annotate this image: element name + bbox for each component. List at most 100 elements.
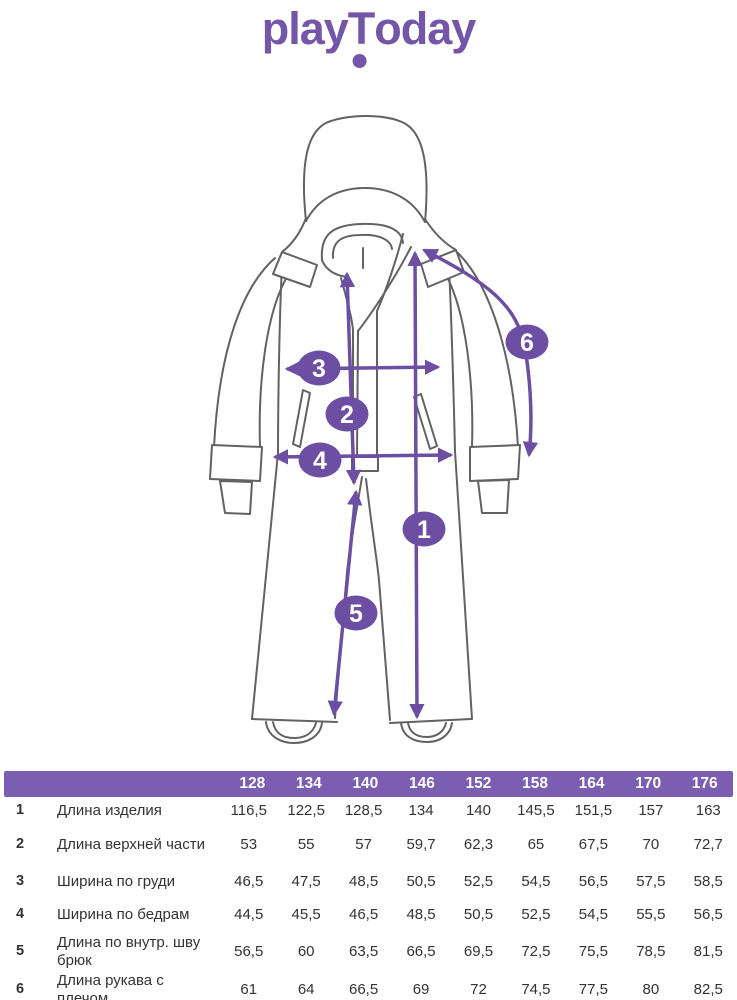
hood-opening: [305, 187, 426, 223]
collar-bottom: [321, 259, 349, 278]
garment-outline: [209, 115, 521, 744]
right-inner-leg: [365, 478, 391, 721]
callout-4-circle: [298, 442, 342, 478]
size-value-cell: 47,5: [291, 873, 321, 890]
logo-dot-icon: [352, 54, 367, 68]
size-value-cell: 66,5: [349, 981, 379, 998]
size-value-cell: 64: [297, 981, 315, 998]
size-value-cell: 56,5: [693, 905, 723, 923]
row-label: Длина верхней части: [57, 836, 205, 853]
size-value-cell: 55: [297, 836, 315, 853]
size-value-cell: 122,5: [287, 801, 325, 819]
row-number: 5: [15, 942, 25, 959]
table-row: 1 Длина изделия 116,5 122,5 128,5 134 140 145,5…: [0, 797, 737, 824]
row-number: 4: [15, 905, 25, 922]
size-value-cell: 151,5: [574, 801, 613, 819]
size-value-cell: 140: [465, 801, 491, 819]
placket-bottom: [351, 456, 379, 472]
measurement-callouts: 1 2 3 4 5 6: [297, 324, 549, 631]
garment-diagram: 1 2 3 4 5 6: [209, 115, 549, 744]
logo-part-play: play: [261, 3, 349, 54]
callout-3-number: 3: [312, 355, 326, 383]
table-row: 6 Длина рукава с плечом 61 64 66,5 69 72 74,5 77…: [0, 972, 737, 1000]
size-value-cell: 59,7: [406, 836, 436, 853]
size-value-cell: 74,5: [521, 981, 551, 998]
size-value-cell: 72,5: [521, 942, 551, 960]
left-leg-hem: [251, 718, 338, 723]
size-value-cell: 77,5: [578, 981, 608, 998]
left-sleeve-inner: [258, 274, 289, 448]
right-cuff: [469, 444, 521, 482]
right-foot-strap-inner: [407, 722, 447, 738]
size-value-cell: 46,5: [349, 905, 379, 923]
callout-6-number: 6: [520, 329, 534, 357]
logo-part-t: T: [347, 3, 375, 54]
callout-2-circle: [325, 396, 369, 432]
size-value-cell: 44,5: [234, 905, 264, 923]
hood-right-drape: [424, 218, 457, 251]
row-number: 6: [15, 981, 25, 998]
collar-inner: [331, 233, 393, 259]
size-header-cell: 158: [522, 775, 548, 792]
size-value-cell: 75,5: [578, 942, 608, 960]
measurement-1-arrow: [407, 250, 425, 720]
body-left-edge: [251, 262, 283, 720]
size-value-cell: 52,5: [521, 905, 551, 923]
left-shoulder-tab: [272, 251, 318, 288]
size-value-cell: 82,5: [693, 981, 723, 998]
size-value-cell: 116,5: [230, 801, 267, 819]
right-foot-strap-outer: [400, 722, 453, 743]
callout-5-number: 5: [349, 600, 363, 628]
size-value-cell: 62,3: [463, 836, 494, 853]
size-value-cell: 69: [412, 981, 430, 998]
size-header-cell: 146: [409, 775, 435, 792]
row-number: 2: [15, 836, 25, 853]
left-foot-strap-inner: [272, 721, 317, 739]
size-value-cell: 58,5: [693, 873, 723, 890]
callout-1-number: 1: [417, 516, 431, 544]
table-row: 3 Ширина по груди 46,5 47,5 48,5 50,5 52,5 54,5…: [0, 866, 737, 898]
size-value-cell: 72: [470, 981, 487, 998]
size-value-cell: 66,5: [406, 942, 436, 960]
size-value-cell: 50,5: [406, 873, 436, 890]
size-value-cell: 45,5: [291, 905, 321, 923]
size-value-cell: 56,5: [234, 942, 264, 960]
callout-2-number: 2: [340, 401, 354, 429]
size-value-cell: 50,5: [463, 905, 494, 923]
size-value-cell: 63,5: [349, 942, 379, 960]
size-value-cell: 57,5: [636, 873, 666, 890]
size-table-header: 128 134 140 146 152 158 164 170 176: [4, 771, 733, 797]
left-foot-strap-outer: [265, 721, 323, 744]
left-sleeve-outer: [213, 257, 276, 448]
table-row: 5 Длина по внутр. шву брюк 56,5 60 63,5 66,5 6…: [0, 931, 737, 972]
overall-drawing: 1 2 3 4 5 6: [209, 115, 549, 744]
size-value-cell: 134: [408, 801, 434, 819]
lapel-fold: [376, 233, 404, 458]
row-label: Длина по внутр. шву брюк: [57, 933, 201, 969]
size-header-cell: 164: [578, 775, 605, 792]
left-cuff: [209, 444, 263, 482]
size-value-cell: 52,5: [463, 873, 494, 890]
size-header-cell: 140: [352, 775, 379, 792]
callout-4-number: 4: [313, 447, 327, 475]
right-leg-hem: [389, 718, 472, 724]
callout-3-circle: [297, 350, 341, 386]
size-value-cell: 65: [527, 836, 545, 853]
callout-6-circle: [505, 324, 549, 360]
right-cuff-extension: [477, 479, 510, 514]
size-value-cell: 55,5: [636, 905, 666, 923]
size-value-cell: 70: [642, 836, 660, 853]
table-row: 4 Ширина по бедрам 44,5 45,5 46,5 48,5 50,5 52,…: [0, 898, 737, 931]
size-value-cell: 60: [297, 942, 315, 960]
left-pocket: [292, 389, 311, 448]
body-right-edge: [448, 266, 473, 720]
size-value-cell: 163: [695, 801, 721, 819]
table-row: 2 Длина верхней части 53 55 57 59,7 62,3 65 67,5…: [0, 824, 737, 866]
brand-logo: playT oday: [0, 3, 737, 68]
size-header-cell: 176: [691, 775, 718, 792]
row-label: Ширина по бедрам: [57, 905, 190, 923]
size-value-cell: 48,5: [406, 905, 436, 923]
row-label: Длина рукава с плечом: [57, 972, 164, 1000]
size-value-cell: 145,5: [517, 801, 555, 819]
